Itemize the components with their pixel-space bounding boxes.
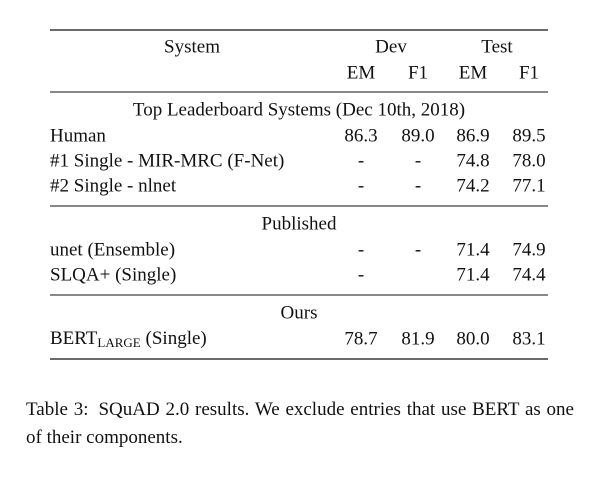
cell: 77.1 (512, 175, 545, 196)
caption-text: SQuAD 2.0 results. We exclude entries th… (26, 399, 574, 448)
row-label: BERTLARGE (Single) (50, 328, 207, 350)
cell: - (415, 175, 421, 196)
cell: 74.8 (456, 150, 489, 171)
subheader: F1 (408, 62, 428, 83)
cell: 78.0 (512, 150, 545, 171)
label-main: BERT (50, 328, 98, 349)
cell: 86.3 (344, 125, 377, 146)
cell: 86.9 (456, 125, 489, 146)
caption-label: Table 3: (26, 399, 89, 420)
subheader: F1 (519, 62, 539, 83)
cell: - (358, 264, 364, 285)
subheader: EM (459, 62, 488, 83)
cell: - (358, 150, 364, 171)
section-title: Top Leaderboard Systems (Dec 10th, 2018) (133, 99, 465, 120)
table: System Dev Test EM F1 EM F1 Top Leaderboard Sys… (50, 29, 548, 360)
cell: 74.2 (456, 175, 489, 196)
cell: 74.4 (512, 264, 546, 285)
cell: 71.4 (456, 264, 490, 285)
row-label: #2 Single - nlnet (50, 175, 177, 196)
cell: 89.5 (512, 125, 545, 146)
row-label: unet (Ensemble) (50, 239, 175, 260)
cell: 80.0 (456, 328, 489, 349)
row-label: Human (50, 125, 106, 146)
cell: - (415, 150, 421, 171)
header-test: Test (481, 36, 513, 57)
header-dev: Dev (375, 36, 407, 57)
cell: 71.4 (456, 239, 490, 260)
cell: - (358, 175, 364, 196)
section-title: Published (262, 213, 337, 234)
cell: 83.1 (512, 328, 545, 349)
cell: - (358, 239, 364, 260)
row-label: #1 Single - MIR-MRC (F-Net) (50, 150, 284, 171)
header-system: System (164, 36, 220, 57)
section-title: Ours (281, 302, 318, 323)
caption: Table 3: SQuAD 2.0 results. We exclude en… (26, 396, 574, 452)
row-label: SLQA+ (Single) (50, 264, 176, 285)
cell: 81.9 (401, 328, 434, 349)
cell: 78.7 (344, 328, 377, 349)
cell: - (415, 239, 421, 260)
label-suffix: (Single) (141, 328, 207, 349)
label-sub: LARGE (97, 335, 140, 350)
subheader: EM (347, 62, 376, 83)
cell: 89.0 (401, 125, 434, 146)
cell: 74.9 (512, 239, 545, 260)
